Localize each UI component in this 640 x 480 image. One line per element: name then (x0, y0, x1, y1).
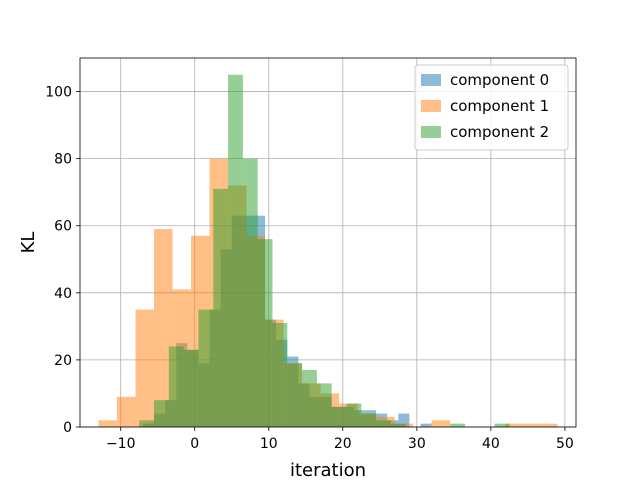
ticks-layer: −10 0 10 20 30 40 50 0 20 40 60 80 100 (45, 85, 574, 452)
plot-frame (79, 57, 577, 428)
legend-label: component 1 (450, 97, 549, 115)
y-tick-label: 60 (54, 219, 72, 235)
histogram-bar (346, 403, 362, 427)
legend: component 0 component 1 component 2 (414, 64, 569, 151)
x-tick-label: 0 (190, 436, 199, 452)
y-tick-label: 0 (63, 420, 72, 436)
x-tick-label: −10 (106, 436, 136, 452)
histogram-bar (331, 406, 347, 427)
x-tick-label: 30 (408, 436, 426, 452)
histogram-bar (431, 420, 451, 427)
series-2-bars (139, 74, 510, 428)
histogram-bar (524, 423, 543, 427)
histogram-bar (398, 413, 410, 427)
x-tick-label: 10 (260, 436, 278, 452)
legend-swatch (421, 74, 441, 86)
histogram-bar (505, 423, 525, 427)
bars-layer (98, 74, 558, 428)
legend-label: component 2 (450, 123, 549, 141)
y-tick-label: 20 (54, 353, 72, 369)
x-tick-label: 20 (334, 436, 352, 452)
histogram-bar (228, 74, 243, 427)
x-tick-label: 40 (482, 436, 500, 452)
histogram-bar (168, 346, 184, 427)
histogram-bar (213, 188, 229, 427)
histogram-bar (302, 369, 317, 427)
histogram-bar (361, 413, 377, 427)
histogram-bar (183, 349, 199, 427)
histogram-bar (117, 396, 136, 427)
histogram-bar (198, 309, 214, 427)
histogram-bar (242, 158, 258, 428)
histogram-bar (154, 229, 173, 427)
x-tick-label: 50 (556, 436, 574, 452)
y-axis-label: KL (18, 232, 39, 254)
histogram-bar (450, 423, 465, 427)
y-tick-label: 40 (54, 286, 72, 302)
histogram-bar (272, 323, 288, 427)
histogram-bar (135, 309, 155, 427)
legend-swatch (421, 100, 441, 112)
histogram-bar (494, 423, 510, 427)
histogram-bar (542, 423, 558, 427)
y-tick-label: 100 (45, 85, 72, 101)
histogram-bar (420, 423, 432, 427)
y-tick-label: 80 (54, 152, 72, 168)
histogram-bar (154, 400, 169, 427)
histogram-bar (316, 383, 332, 427)
x-axis-label: iteration (290, 460, 366, 480)
histogram-bar (287, 363, 303, 427)
legend-label: component 0 (450, 71, 549, 89)
histogram-bar (139, 420, 155, 427)
legend-swatch (421, 126, 441, 138)
histogram-bar (257, 239, 273, 427)
legend-box (414, 64, 569, 151)
histogram-bar (390, 423, 406, 427)
histogram-bar (98, 420, 118, 427)
histogram-bar (376, 420, 391, 427)
